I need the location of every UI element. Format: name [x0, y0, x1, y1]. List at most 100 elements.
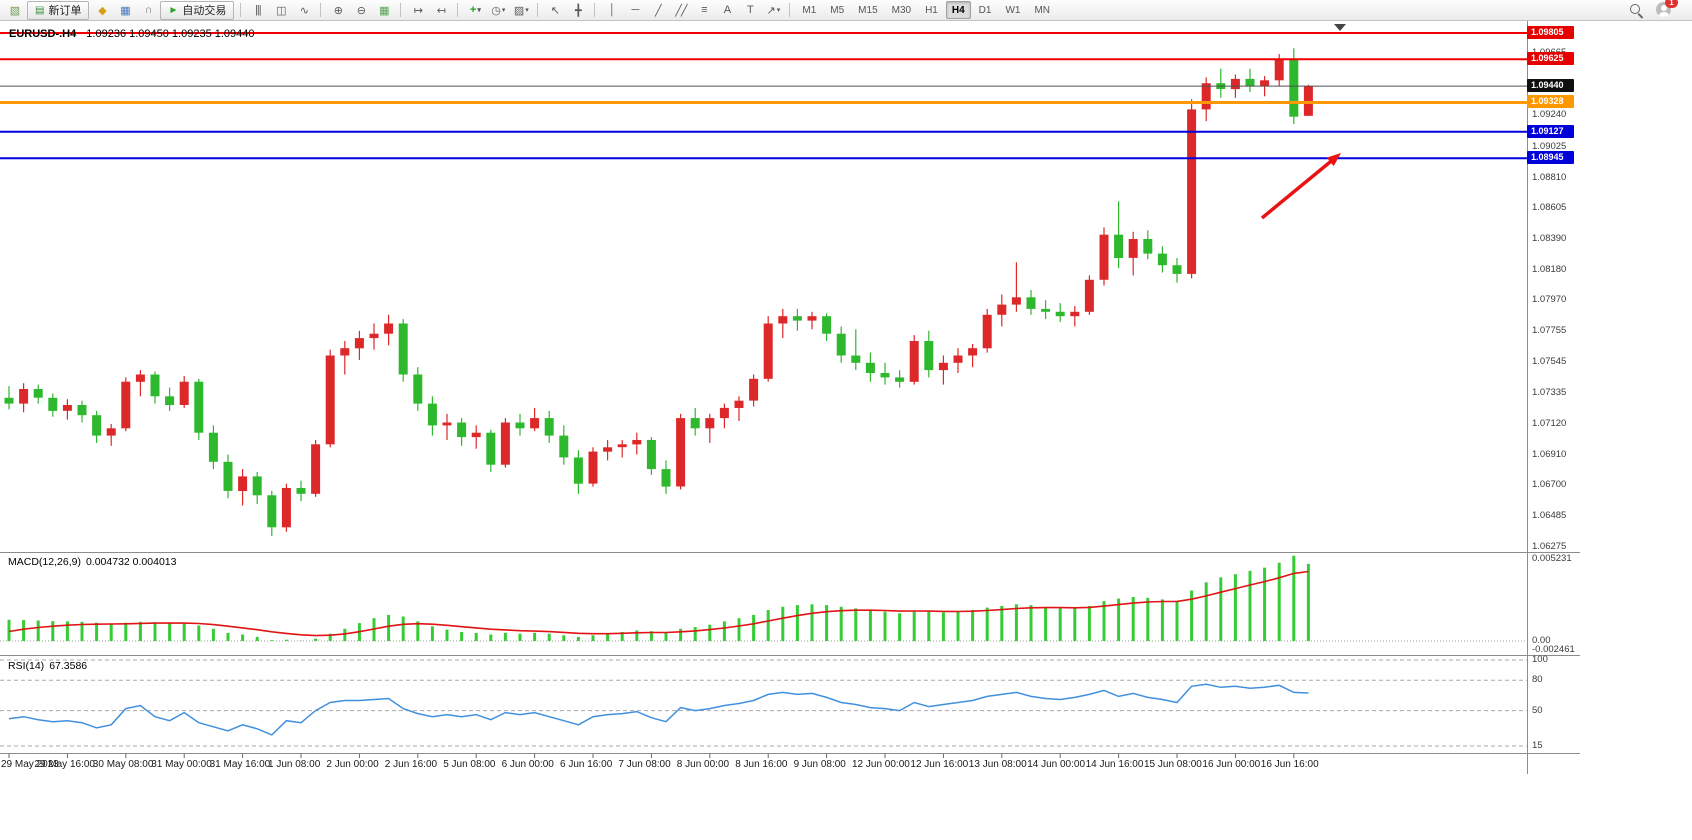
time-axis-label: 2 Jun 00:00	[326, 759, 379, 770]
auto-trading-button-label: 自动交易	[182, 5, 227, 17]
price-axis[interactable]: 1.096651.092401.090251.088101.086051.083…	[1527, 21, 1602, 776]
ohlc-values: 1.09236 1.09450 1.09235 1.09440	[86, 28, 255, 40]
price-axis-label: 1.07545	[1532, 356, 1567, 367]
bar-chart-icon[interactable]: |||	[255, 4, 262, 16]
time-axis-label: 5 Jun 08:00	[443, 759, 496, 770]
rsi-name: RSI(14)	[8, 660, 45, 672]
price-axis-label: 1.09240	[1532, 109, 1567, 120]
price-axis-label: 1.08180	[1532, 264, 1567, 275]
crosshair-icon[interactable]: ╋	[575, 4, 582, 17]
price-badge: 1.08945	[1527, 151, 1574, 164]
new-chart-icon[interactable]: ▧	[9, 4, 20, 17]
new-order-icon: ▤	[35, 4, 45, 16]
price-axis-label: 1.07970	[1532, 294, 1567, 305]
toolbar-separator	[594, 3, 596, 17]
timeframe-m1-button[interactable]: M1	[802, 4, 817, 16]
time-axis-label: 9 Jun 08:00	[793, 759, 846, 770]
timeframe-d1-button[interactable]: D1	[978, 4, 992, 16]
chart-window: 1.096651.092401.090251.088101.086051.083…	[0, 21, 1692, 840]
time-axis-label: 14 Jun 00:00	[1027, 759, 1086, 770]
macd-label: MACD(12,26,9) 0.004732 0.004013	[8, 556, 176, 568]
macd-axis-label: -0.002461	[1532, 644, 1575, 655]
price-badge: 1.09328	[1527, 95, 1574, 108]
price-badge: 1.09625	[1527, 52, 1574, 65]
time-axis-label: 29 May 2023	[1, 759, 59, 770]
zoom-out-icon[interactable]: ⊖	[356, 4, 366, 17]
price-axis-label: 1.07120	[1532, 418, 1567, 429]
line-chart-icon[interactable]: ∿	[299, 4, 309, 17]
chart-canvas[interactable]	[0, 21, 1580, 776]
timeframe-m15-button[interactable]: M15	[858, 4, 878, 16]
market-icon[interactable]: ∩	[144, 4, 153, 16]
macd-axis-label: 0.00	[1532, 635, 1551, 646]
macd-current-values: 0.004732 0.004013	[85, 556, 177, 568]
time-axis-label: 30 May 08:00	[92, 759, 154, 770]
text-label-icon[interactable]: T	[746, 4, 754, 16]
time-axis-label: 8 Jun 16:00	[735, 759, 788, 770]
macd-name: MACD(12,26,9)	[8, 556, 81, 568]
price-badge: 1.09127	[1527, 125, 1574, 138]
chart-shift-icon[interactable]: ↤	[436, 4, 446, 17]
horizontal-line-icon[interactable]: ─	[631, 4, 639, 16]
toolbar-separator	[240, 3, 242, 17]
user-avatar[interactable]: 1	[1656, 0, 1678, 18]
candlestick-chart-icon[interactable]: ◫	[276, 4, 286, 17]
notification-badge: 1	[1665, 0, 1678, 8]
timeframe-h4-button[interactable]: H4	[945, 1, 971, 19]
time-axis-label: 29 May 16:00	[34, 759, 95, 770]
profiles-icon[interactable]: ◆	[98, 4, 106, 17]
time-axis-label: 1 Jun 08:00	[268, 759, 321, 770]
cursor-icon[interactable]: ↖	[550, 4, 560, 17]
chart-title: EURUSD-.H4 1.09236 1.09450 1.09235 1.094…	[9, 28, 255, 40]
price-axis-label: 1.06700	[1532, 479, 1567, 490]
time-axis-label: 7 Jun 08:00	[618, 759, 671, 770]
toolbar-separator	[789, 3, 791, 17]
timeframe-h1-button[interactable]: H1	[925, 4, 938, 16]
periods-icon[interactable]: ◷ ▾	[491, 4, 505, 17]
price-axis-label: 1.07755	[1532, 325, 1567, 336]
fibonacci-icon[interactable]: ≡	[701, 4, 707, 16]
price-axis-label: 1.06910	[1532, 449, 1567, 460]
trendline-icon[interactable]: ╱	[655, 4, 662, 17]
price-axis-label: 1.07335	[1532, 387, 1567, 398]
timeframe-m30-button[interactable]: M30	[891, 4, 912, 16]
time-axis-label: 15 Jun 08:00	[1144, 759, 1202, 770]
toolbar-separator	[400, 3, 402, 17]
time-axis-label: 6 Jun 00:00	[501, 759, 554, 770]
time-axis-label: 13 Jun 08:00	[968, 759, 1027, 770]
timeframe-mn-button[interactable]: MN	[1034, 4, 1051, 16]
indicators-icon[interactable]: + ▾	[469, 4, 481, 16]
new-order-button[interactable]: ▤ 新订单	[27, 0, 90, 20]
price-axis-label: 1.06485	[1532, 510, 1567, 521]
time-axis-label: 2 Jun 16:00	[384, 759, 438, 770]
auto-trading-button[interactable]: ► 自动交易	[160, 0, 235, 20]
timeframe-w1-button[interactable]: W1	[1005, 4, 1021, 16]
person-torso	[1658, 11, 1669, 17]
channel-icon[interactable]: ╱╱	[675, 4, 687, 17]
time-axis-label: 16 Jun 16:00	[1260, 759, 1319, 770]
time-axis-label: 31 May 16:00	[209, 759, 271, 770]
toolbar-separator	[537, 3, 539, 17]
text-icon[interactable]: A	[723, 4, 731, 16]
search-icon[interactable]	[1629, 3, 1644, 19]
time-axis-label: 8 Jun 00:00	[676, 759, 730, 770]
time-axis-label: 14 Jun 16:00	[1085, 759, 1144, 770]
auto-scroll-icon[interactable]: ↦	[413, 4, 423, 17]
vertical-line-icon[interactable]: │	[608, 4, 616, 16]
auto-trading-icon: ►	[168, 4, 179, 16]
rsi-axis-label: 15	[1532, 740, 1543, 751]
tile-windows-icon[interactable]: ▦	[379, 4, 389, 17]
time-axis-label: 6 Jun 16:00	[560, 759, 613, 770]
templates-icon[interactable]: ▨ ▾	[513, 4, 529, 17]
timeframe-m5-button[interactable]: M5	[830, 4, 845, 16]
rsi-label: RSI(14) 67.3586	[8, 660, 87, 672]
toolbar-right: 1	[1629, 0, 1688, 19]
shapes-icon[interactable]: ↗ ▾	[766, 4, 780, 17]
price-badge: 1.09440	[1527, 79, 1574, 92]
rsi-current-value: 67.3586	[49, 660, 88, 672]
new-order-button-label: 新订单	[48, 5, 82, 17]
data-window-icon[interactable]: ▦	[120, 4, 130, 17]
time-axis[interactable]: 29 May 2023 29 May 16:00 30 May 08:00 31 Ma…	[0, 759, 1580, 775]
zoom-in-icon[interactable]: ⊕	[333, 4, 343, 17]
